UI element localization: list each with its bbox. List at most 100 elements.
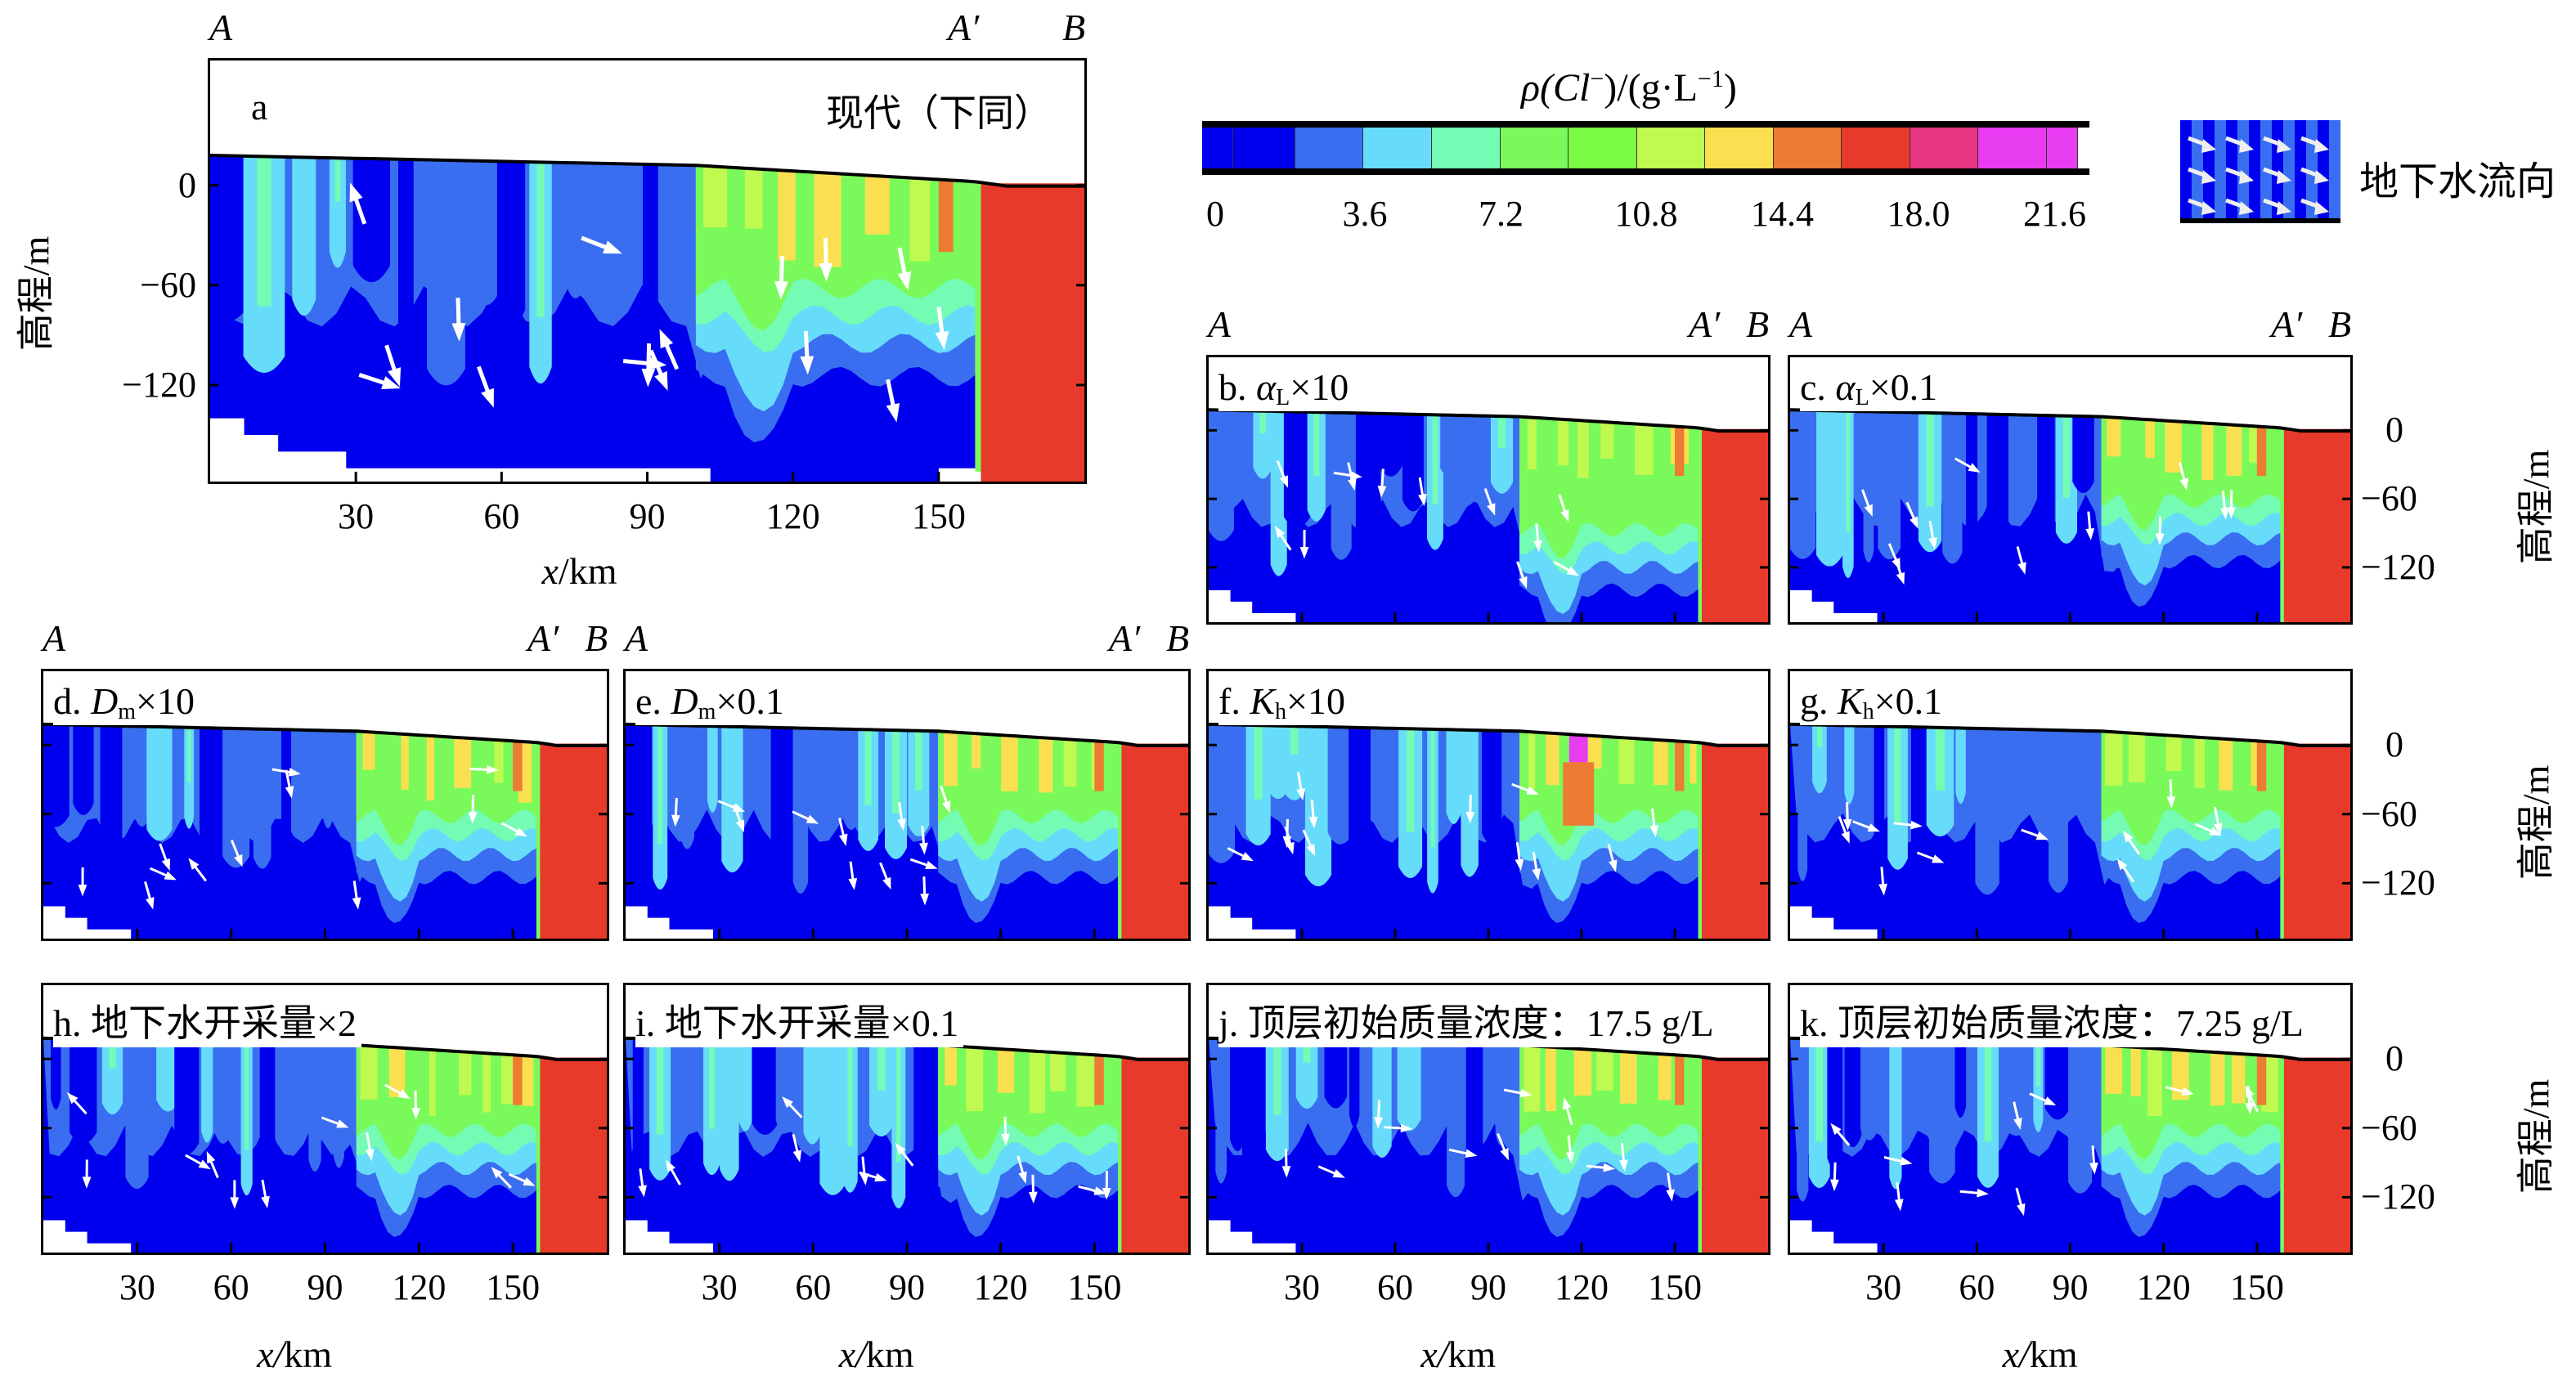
transition-zone — [2280, 1056, 2284, 1253]
flow-arrow-icon — [2180, 120, 2340, 218]
salinity-plume — [2027, 729, 2041, 794]
seawater-zone — [540, 744, 607, 939]
saline-plume — [703, 167, 727, 228]
salinity-plume-core — [1817, 725, 1822, 747]
salinity-plume — [1349, 1042, 1359, 1127]
salinity-plume — [1467, 416, 1492, 504]
panel-label-prefix: g. — [1800, 680, 1838, 722]
panel-label-suffix: ×0.1 — [716, 680, 783, 722]
saline-plume — [972, 733, 981, 769]
salinity-plume — [1426, 1043, 1440, 1140]
colorbar-tick-label: 10.8 — [1615, 193, 1678, 235]
saline-plume — [1619, 738, 1635, 784]
salinity-plume — [2037, 415, 2055, 548]
transition-zone — [1118, 1056, 1122, 1253]
salinity-plume-core — [892, 730, 900, 813]
y-tick-label: −60 — [2361, 793, 2417, 835]
saline-plume — [429, 1050, 436, 1116]
y-axis-label: 高程/m — [2506, 450, 2560, 565]
seawater-zone — [1702, 429, 1768, 622]
panel-label-prefix: h. 地下水开采量×2 — [53, 1002, 357, 1044]
salinity-plume-core — [1847, 411, 1851, 532]
x-tick-label: 150 — [1648, 1266, 1702, 1308]
y-tick-label: 0 — [2385, 724, 2403, 765]
marker-A: A — [43, 616, 65, 660]
salinity-plume — [1942, 414, 1962, 564]
saline-plume — [1675, 741, 1684, 791]
x-tick-label: 30 — [702, 1266, 738, 1308]
parameter-subscript: h — [1275, 699, 1286, 724]
salinity-plume — [1845, 1040, 1862, 1148]
salinity-plume — [146, 727, 172, 841]
salinity-plume — [721, 727, 743, 872]
salinity-plume-core — [848, 1043, 853, 1146]
transition-zone — [975, 182, 981, 472]
panel-label-prefix: i. 地下水开采量×0.1 — [635, 1002, 958, 1044]
salinity-plume-core — [1433, 415, 1438, 504]
colorbar-segment — [1978, 128, 2047, 168]
salinity-plume — [298, 730, 309, 809]
panel-label: e. Dm×0.1 — [635, 679, 789, 725]
colorbar-segment — [1774, 128, 1842, 168]
panel-label: i. 地下水开采量×0.1 — [635, 993, 963, 1047]
x-tick-label: 60 — [213, 1266, 249, 1308]
y-tick-label: −120 — [2361, 1176, 2435, 1217]
salinity-plume — [214, 1042, 231, 1144]
marker-A-prime: A′ — [2271, 303, 2302, 346]
flow-direction-label: 地下水流向 — [2359, 149, 2556, 206]
salinity-plume-core — [536, 162, 544, 316]
salinity-plume — [676, 1039, 689, 1110]
salinity-plume — [1966, 414, 1977, 566]
saline-plume — [2131, 1047, 2141, 1096]
saline-plume — [2145, 419, 2154, 458]
x-tick-label: 150 — [1067, 1266, 1121, 1308]
salinity-plume — [43, 724, 70, 827]
colorbar-segment — [1233, 128, 1295, 168]
title-suffix: ) — [1724, 66, 1737, 110]
colorbar-segment — [1637, 128, 1706, 168]
colorbar-tick-label: 3.6 — [1343, 193, 1388, 235]
salinity-plume — [1860, 1040, 1878, 1141]
seawater-zone — [981, 183, 1084, 482]
panel-label: a — [251, 85, 267, 128]
saline-plume — [2147, 1048, 2162, 1116]
panel-g: g. Kh×0.1 — [1788, 669, 2353, 941]
salinity-plume — [101, 726, 123, 890]
colorbar-segment — [1202, 128, 1233, 168]
transition-zone — [536, 742, 541, 939]
y-tick-label: −60 — [2361, 477, 2417, 519]
saline-plume — [1546, 733, 1559, 785]
colorbar-segment — [1842, 128, 1910, 168]
saline-plume — [1528, 418, 1537, 470]
salinity-plume — [1907, 1041, 1920, 1119]
x-tick-label: 150 — [486, 1266, 540, 1308]
y-tick-label: 0 — [2385, 409, 2403, 450]
salinity-plume-core — [1894, 727, 1901, 824]
saline-plume — [2107, 418, 2120, 457]
salinity-plume — [281, 729, 291, 885]
salinity-plume — [1896, 412, 1915, 499]
panel-note: 现代（下同） — [826, 83, 1052, 137]
salinity-plume — [1440, 415, 1465, 480]
panel-label: c. αL×0.1 — [1800, 365, 1942, 411]
salinity-plume-core — [1259, 411, 1266, 433]
marker-A-prime: A′ — [948, 6, 979, 49]
salinity-plume — [2072, 416, 2094, 493]
panel-label: b. αL×10 — [1218, 365, 1353, 411]
x-axis-label: x/km — [257, 1333, 332, 1376]
panel-label-prefix: k. 顶层初始质量浓度：7.25 g/L — [1800, 1002, 2304, 1044]
colorbar-tick-label: 7.2 — [1479, 193, 1524, 235]
salinity-plume — [803, 1042, 821, 1145]
salinity-plume — [612, 164, 632, 307]
salinity-plume — [1987, 415, 2008, 559]
panel-c: c. αL×0.1 — [1788, 355, 2353, 625]
salinity-plume — [1975, 728, 1999, 894]
transition-zone — [1699, 1056, 1703, 1253]
colorbar-tick-label: 21.6 — [2023, 193, 2086, 235]
salinity-plume — [1790, 410, 1815, 559]
x-tick-label: 120 — [1555, 1266, 1609, 1308]
salinity-plume — [1844, 725, 1854, 804]
salinity-plume — [1929, 1042, 1955, 1184]
salinity-plume-core — [1431, 729, 1435, 847]
transition-zone — [1699, 742, 1703, 939]
